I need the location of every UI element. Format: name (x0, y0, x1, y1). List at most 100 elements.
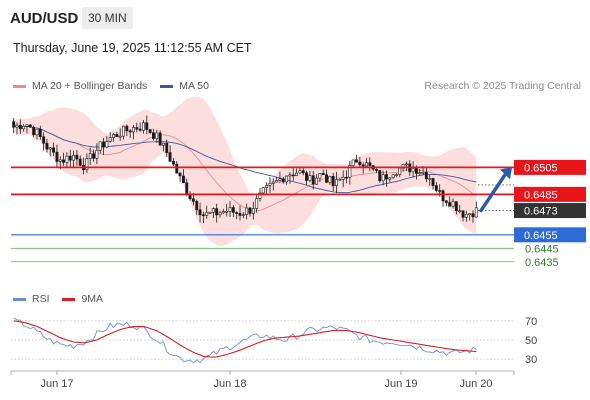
candle (394, 173, 398, 178)
candle (178, 172, 182, 182)
candle-body (162, 142, 165, 146)
candle-body (221, 211, 225, 214)
candle (328, 175, 332, 185)
candle (38, 125, 42, 140)
candle (288, 172, 292, 184)
candle-body (424, 172, 428, 180)
candle-body (461, 210, 465, 218)
candle (162, 142, 165, 152)
candle (281, 176, 285, 184)
candle (145, 115, 149, 135)
candle (211, 207, 215, 219)
candle-body (72, 154, 76, 161)
candle-body (421, 172, 425, 174)
x-tick-label: Jun 20 (459, 378, 492, 390)
candle (441, 189, 445, 207)
candle (251, 201, 255, 220)
candle (95, 143, 99, 165)
candle-body (25, 124, 29, 127)
timestamp: Thursday, June 19, 2025 11:12:55 AM CET (13, 41, 252, 55)
candle (68, 149, 72, 168)
timeframe-badge[interactable]: 30 MIN (82, 7, 133, 29)
ma9-swatch (62, 297, 76, 301)
candle-body (378, 170, 382, 182)
candle-body (248, 207, 252, 214)
candle-body (108, 137, 112, 142)
candle (235, 211, 239, 220)
candle (434, 182, 438, 193)
candle (158, 130, 162, 146)
candle-body (58, 159, 62, 162)
candle-body (414, 168, 418, 174)
candle-body (338, 179, 342, 181)
candle-body (368, 162, 372, 166)
candle (404, 161, 408, 171)
candle-body (464, 213, 468, 218)
level-tag (514, 186, 586, 202)
candle (132, 125, 135, 140)
candle-body (428, 178, 432, 180)
candle (88, 147, 92, 165)
candle-body (195, 201, 199, 211)
pair-title: AUD/USD (10, 10, 79, 27)
x-tick-label: Jun 17 (40, 378, 73, 390)
candle-body (128, 130, 132, 133)
candle (125, 124, 129, 137)
candle-body (358, 161, 362, 166)
rsi-tick-label: 70 (525, 316, 537, 328)
candle (305, 170, 308, 185)
candle-body (404, 163, 408, 166)
candle (115, 131, 119, 137)
candle-body (98, 141, 102, 151)
candle-body (451, 201, 455, 207)
candle-body (301, 170, 305, 174)
candle-body (291, 174, 295, 177)
candle (295, 168, 298, 177)
candle (12, 118, 16, 134)
candle-body (201, 214, 205, 217)
candle-body (218, 212, 222, 216)
candle-body (315, 177, 318, 185)
candle (118, 128, 122, 141)
candle-body (18, 124, 22, 130)
candle (368, 157, 372, 172)
candle-body (182, 175, 185, 184)
candle-body (205, 212, 209, 216)
time-axis: Jun 17 Jun 18 Jun 19 Jun 20 (10, 370, 515, 390)
candle-body (261, 187, 265, 194)
rsi-panel: 70 50 30 (11, 316, 537, 366)
candle-body (454, 201, 458, 212)
candle-body (148, 129, 152, 133)
candle (198, 202, 202, 223)
candle-body (374, 169, 378, 171)
candle-body (285, 175, 288, 183)
candle (325, 169, 328, 184)
candle-body (241, 214, 245, 216)
candle-body (198, 209, 202, 216)
candle-body (251, 208, 255, 214)
candle-body (348, 165, 352, 178)
candle-body (341, 176, 345, 180)
legend-rsi: RSI (32, 293, 50, 305)
candle-body (52, 147, 56, 153)
candle (255, 194, 259, 213)
candle (471, 210, 475, 223)
candle-body (388, 177, 392, 180)
forecast-arrow-shaft (479, 171, 508, 213)
candle-body (211, 208, 215, 213)
candle (291, 168, 295, 181)
candle (458, 204, 462, 214)
candle-body (321, 173, 325, 175)
candle (48, 146, 52, 157)
candle (18, 119, 22, 135)
candle-body (448, 202, 452, 207)
candle-body (258, 192, 262, 199)
level-tag (514, 227, 586, 243)
candle-body (235, 212, 239, 214)
candle (15, 122, 19, 135)
candle (142, 120, 145, 134)
level-label: 0.6445 (525, 243, 559, 255)
candle (248, 207, 252, 217)
